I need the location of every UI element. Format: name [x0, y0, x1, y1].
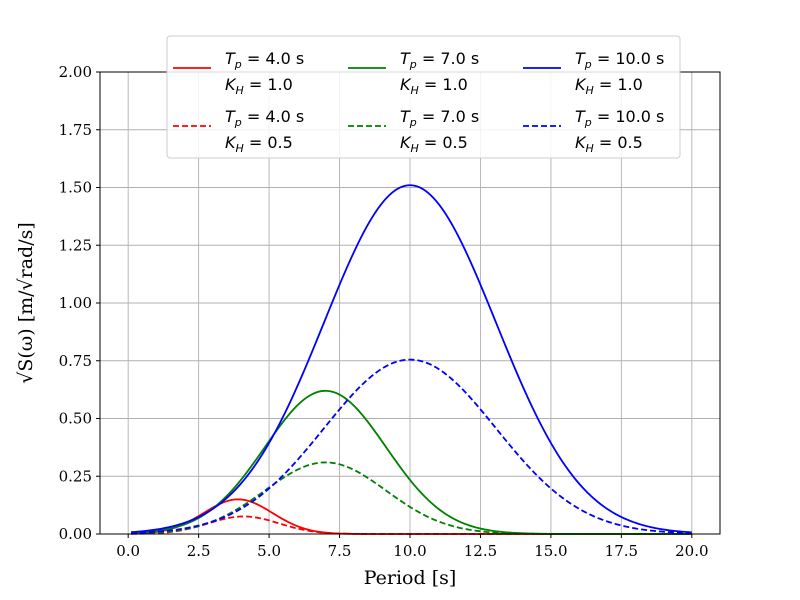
y-tick-label: 1.00	[59, 294, 92, 312]
legend-label-line2-5: KH = 0.5	[575, 133, 643, 155]
y-axis-ticks: 0.00 0.25 0.50 0.75 1.00 1.25 1.50 1.75 2.00	[59, 63, 100, 543]
legend-label-line2-3: KH = 0.5	[400, 133, 468, 155]
legend-label-line1-0: Tp = 4.0 s	[225, 49, 304, 71]
legend-label-line1-5: Tp = 10.0 s	[575, 107, 664, 129]
y-tick-label: 1.75	[59, 121, 92, 139]
series-line-3	[130, 461, 692, 535]
series-line-4	[130, 184, 692, 534]
y-tick-label: 1.25	[59, 236, 92, 254]
x-tick-label: 20.0	[675, 542, 708, 560]
x-tick-label: 5.0	[257, 542, 281, 560]
legend-label-line2-1: KH = 0.5	[225, 133, 293, 155]
legend-label-line2-2: KH = 1.0	[400, 75, 468, 97]
y-tick-label: 0.50	[59, 410, 92, 428]
legend-box	[166, 35, 681, 159]
legend-label-line1-1: Tp = 4.0 s	[225, 107, 304, 129]
legend-label-line1-2: Tp = 7.0 s	[400, 49, 479, 71]
y-axis-label: √S(ω) [m/√rad/s]	[15, 222, 37, 384]
series-layer	[130, 184, 692, 535]
legend: Tp = 4.0 s KH = 1.0 Tp = 4.0 s KH = 0.5 Tp =…	[166, 35, 681, 159]
y-tick-label: 0.00	[59, 525, 92, 543]
series-line-2	[130, 389, 692, 535]
x-tick-label: 7.5	[328, 542, 352, 560]
x-axis-label: Period [s]	[364, 567, 457, 589]
series-line-0	[130, 498, 692, 535]
x-tick-label: 15.0	[534, 542, 567, 560]
y-tick-label: 1.50	[59, 179, 92, 197]
series-line-1	[130, 515, 692, 535]
x-tick-label: 12.5	[464, 542, 497, 560]
x-tick-label: 10.0	[393, 542, 426, 560]
y-tick-label: 2.00	[59, 63, 92, 81]
x-tick-label: 17.5	[605, 542, 638, 560]
legend-label-line1-4: Tp = 10.0 s	[575, 49, 664, 71]
x-tick-label: 2.5	[187, 542, 211, 560]
legend-label-line2-4: KH = 1.0	[575, 75, 643, 97]
legend-label-line2-0: KH = 1.0	[225, 75, 293, 97]
x-axis-ticks: 0.0 2.5 5.0 7.5 10.0 12.5 15.0 17.5 20.0	[116, 534, 709, 560]
x-tick-label: 0.0	[116, 542, 140, 560]
y-tick-label: 0.75	[59, 352, 92, 370]
series-line-5	[130, 358, 692, 535]
legend-label-line1-3: Tp = 7.0 s	[400, 107, 479, 129]
y-tick-label: 0.25	[59, 467, 92, 485]
